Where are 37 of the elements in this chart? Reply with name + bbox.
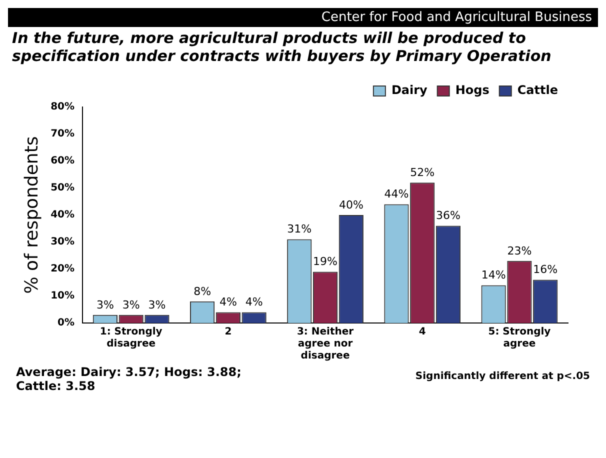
data-label: 23% <box>507 244 532 258</box>
data-label: 31% <box>287 222 312 236</box>
data-label: 14% <box>481 268 506 282</box>
data-label: 44% <box>384 188 409 201</box>
y-tick-label: 20% <box>50 264 75 275</box>
data-label: 3% <box>96 298 114 312</box>
legend-label: Cattle <box>517 83 558 98</box>
data-label: 4% <box>219 296 237 309</box>
y-tick-label: 80% <box>50 102 75 113</box>
x-tick-label: 4 <box>418 326 426 338</box>
y-tick-label: 30% <box>50 236 75 248</box>
y-tick-label: 40% <box>50 210 75 221</box>
x-tick-label: 1: Strongly disagree <box>100 326 163 350</box>
y-tick-label: 70% <box>50 128 75 140</box>
data-label: 8% <box>194 284 212 298</box>
legend-label: Hogs <box>455 83 490 98</box>
data-label: 36% <box>436 209 460 222</box>
x-tick-label: 2 <box>224 326 232 338</box>
text: Average: Dairy: 3.57; Hogs: 3.88; Cattle: 3.58 <box>16 365 242 393</box>
text: Significantly different at p<.05 <box>415 370 590 382</box>
data-label: 3% <box>148 298 166 312</box>
text: Center for Food and Agricultural Business <box>8 8 598 27</box>
data-label: 40% <box>338 198 364 212</box>
data-label: 16% <box>533 263 558 276</box>
data-label: 3% <box>122 298 140 312</box>
data-label: 19% <box>313 255 338 268</box>
data-label: 52% <box>410 166 435 179</box>
y-tick-label: 60% <box>50 156 75 167</box>
x-tick-label: 5: Strongly agree <box>488 326 552 350</box>
y-tick-label: 10% <box>50 290 75 302</box>
y-tick-label: 50% <box>50 182 75 194</box>
legend-label: Dairy <box>391 83 428 98</box>
data-label: 4% <box>245 296 263 309</box>
x-tick-label: 3: Neither agree nor disagree <box>296 326 354 362</box>
y-tick-label: 0% <box>58 318 75 329</box>
chart-title: In the future, more agricultural products will be produced to specification under contracts with buyers by Primary Operation <box>11 28 552 65</box>
y-axis-title: % of respondents <box>21 136 42 294</box>
